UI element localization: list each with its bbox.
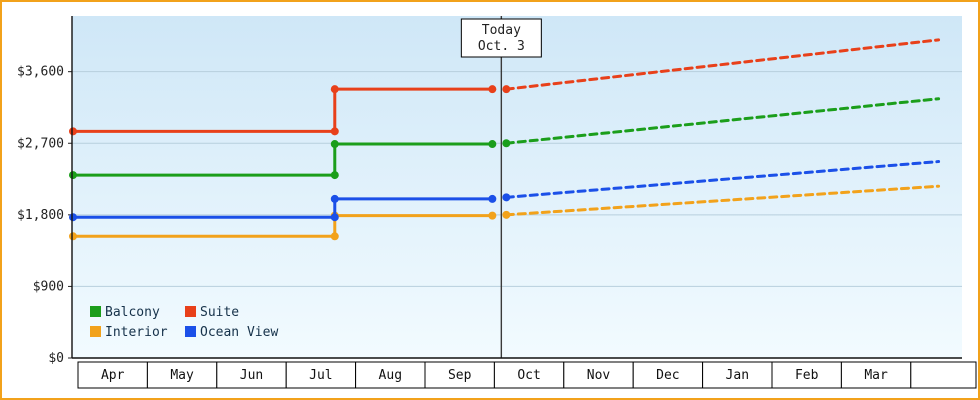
plot-area [72, 16, 962, 358]
month-cell-partial [910, 361, 977, 389]
data-point-balcony [330, 140, 339, 149]
data-point-interior [488, 211, 497, 220]
data-point-ocean-view [330, 194, 339, 203]
data-point-suite [488, 85, 497, 94]
data-point-suite [502, 85, 511, 94]
data-point-suite [69, 127, 77, 136]
month-label: Jul [309, 368, 332, 383]
data-point-ocean-view [330, 213, 339, 222]
month-label: Dec [656, 368, 679, 383]
month-label: Mar [864, 368, 888, 383]
data-point-interior [69, 232, 77, 241]
series-projection-suite [504, 38, 941, 91]
data-point-balcony [488, 140, 497, 149]
legend-label-interior: Interior [105, 325, 168, 340]
month-label: Jun [240, 368, 263, 383]
month-label: May [170, 368, 194, 383]
month-label: Sep [448, 368, 472, 383]
legend-label-suite: Suite [200, 305, 239, 320]
y-tick-label: $1,800 [17, 208, 64, 223]
series-line-suite [72, 87, 493, 133]
legend-swatch-interior [90, 326, 101, 337]
legend-swatch-ocean-view [185, 326, 196, 337]
data-point-balcony [502, 139, 511, 148]
data-point-balcony [330, 171, 339, 180]
today-label-line2: Oct. 3 [478, 39, 525, 54]
month-label: Jan [726, 368, 749, 383]
month-label: Nov [587, 368, 611, 383]
data-point-balcony [69, 171, 77, 180]
series-line-ocean-view [72, 197, 493, 219]
month-cell [632, 361, 704, 389]
month-label: Aug [379, 368, 402, 383]
legend-swatch-suite [185, 306, 196, 317]
month-cell [563, 361, 634, 389]
month-cell [702, 361, 773, 389]
month-cell [840, 361, 912, 389]
month-cell [424, 361, 495, 389]
series-line-balcony [72, 142, 493, 177]
month-cell [285, 361, 357, 389]
y-tick-label: $0 [48, 351, 64, 366]
data-point-suite [330, 85, 339, 94]
month-cell [355, 361, 426, 389]
month-cell [216, 361, 287, 389]
legend: Balcony Suite Interior Ocean View [90, 305, 278, 340]
today-label-box [460, 18, 542, 58]
y-tick-label: $900 [33, 279, 64, 294]
series-projection-balcony [504, 97, 941, 145]
legend-swatch-balcony [90, 306, 101, 317]
y-tick-label: $2,700 [17, 136, 64, 151]
month-cell [146, 361, 218, 389]
series-projection-ocean-view [504, 160, 941, 199]
data-point-ocean-view [502, 193, 511, 202]
series-projection-interior [504, 184, 941, 217]
data-point-interior [502, 210, 511, 219]
legend-label-ocean-view: Ocean View [200, 325, 278, 340]
month-label: Oct [517, 368, 540, 383]
y-tick-label: $3,600 [17, 65, 64, 80]
month-label: Apr [101, 368, 125, 383]
series-line-interior [72, 214, 493, 238]
data-point-ocean-view [69, 213, 77, 222]
month-cell [493, 361, 565, 389]
data-point-suite [330, 127, 339, 136]
data-point-interior [330, 232, 339, 241]
month-cell [771, 361, 842, 389]
data-point-ocean-view [488, 194, 497, 203]
month-label: Feb [795, 368, 819, 383]
legend-label-balcony: Balcony [105, 305, 160, 320]
today-label-line1: Today [482, 23, 521, 38]
